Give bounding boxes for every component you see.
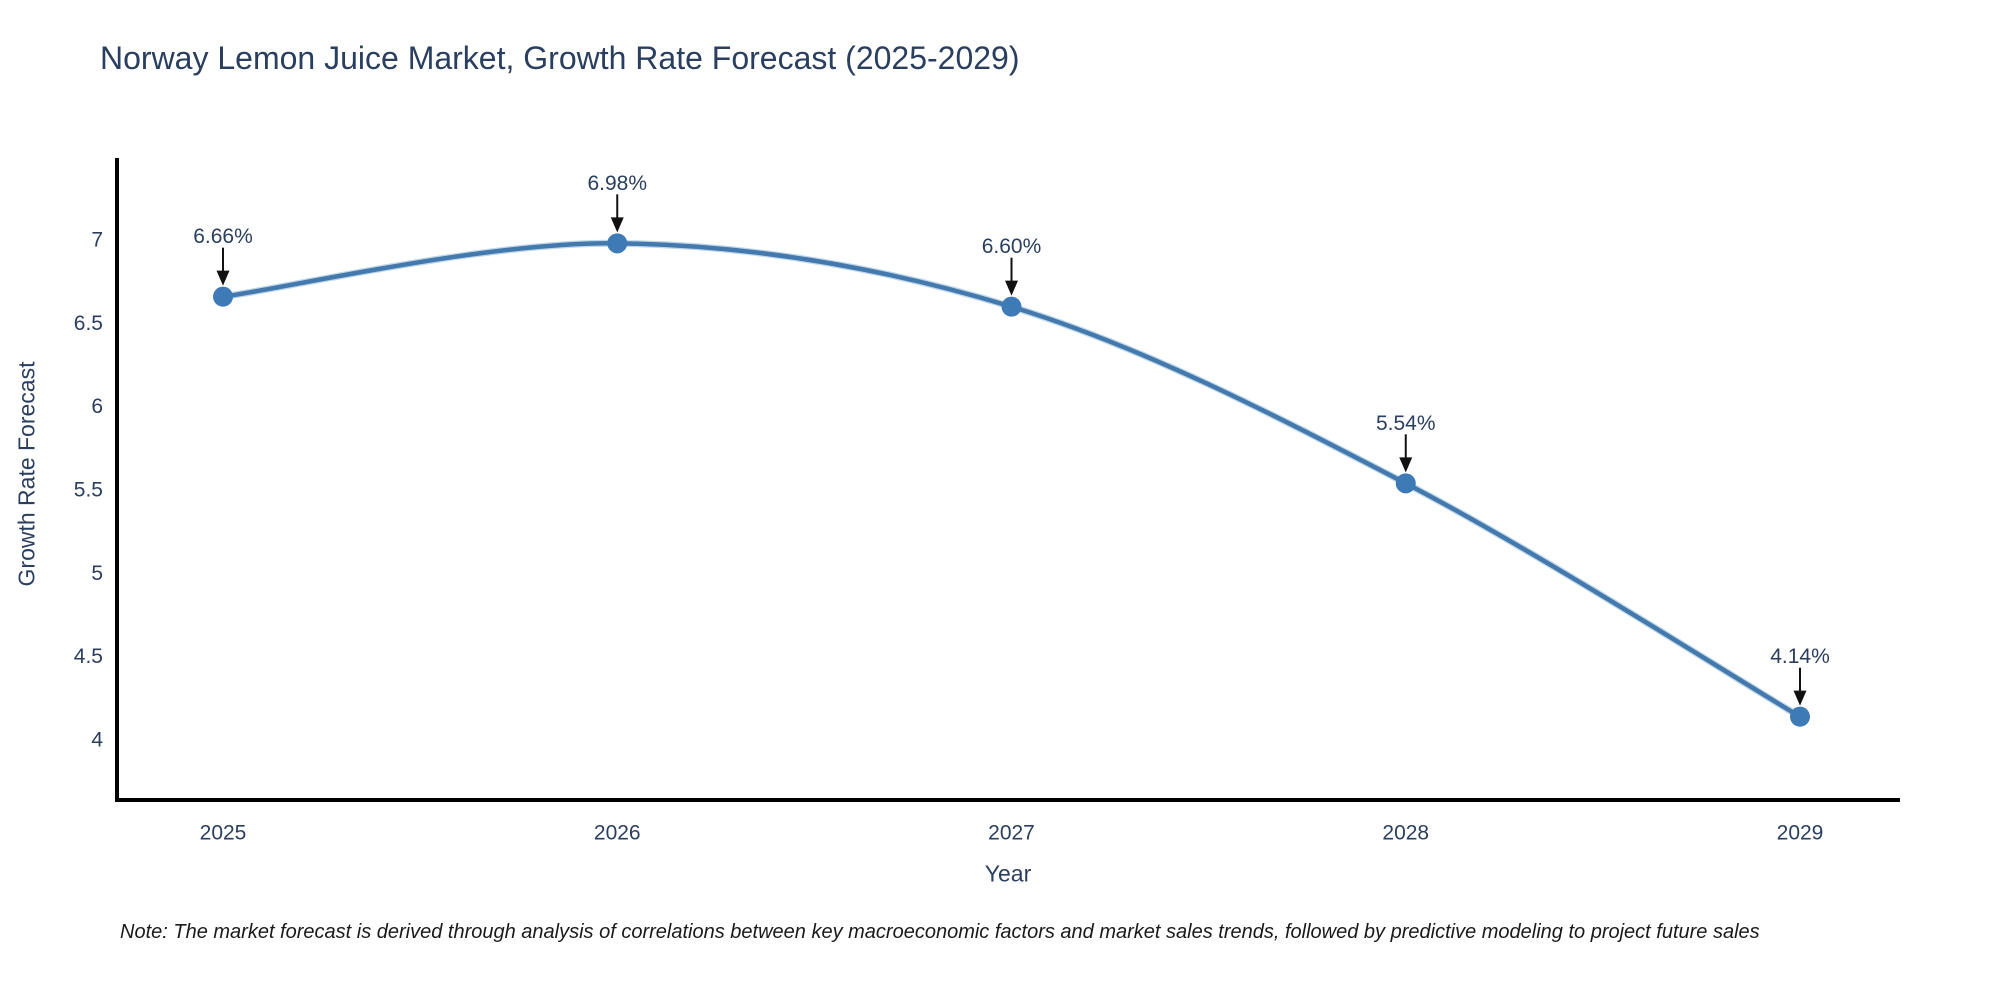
y-tick-label: 5	[91, 562, 103, 585]
x-tick-label: 2026	[594, 822, 641, 845]
x-tick-label: 2028	[1382, 822, 1429, 845]
annotation-arrow-head	[216, 270, 230, 286]
y-tick-label: 6.5	[74, 312, 103, 335]
annotation-arrow-head	[1793, 690, 1807, 706]
data-point[interactable]	[1001, 296, 1022, 317]
annotation-arrow-head	[1399, 457, 1413, 473]
x-tick-label: 2029	[1777, 822, 1824, 845]
annotation-arrow-head	[610, 217, 624, 233]
point-annotation: 5.54%	[1376, 412, 1436, 435]
y-tick-label: 5.5	[74, 479, 103, 502]
chart-title: Norway Lemon Juice Market, Growth Rate F…	[100, 40, 1020, 76]
annotation-arrow-head	[1005, 280, 1018, 296]
point-annotation: 6.98%	[587, 172, 647, 195]
data-point[interactable]	[213, 286, 233, 307]
x-tick-label: 2025	[200, 822, 247, 845]
data-point[interactable]	[1790, 706, 1810, 727]
data-point[interactable]	[1395, 473, 1416, 494]
y-tick-label: 7	[91, 229, 103, 252]
data-point[interactable]	[607, 233, 628, 254]
point-annotation: 6.60%	[982, 235, 1042, 258]
footnote: Note: The market forecast is derived thr…	[120, 921, 1760, 943]
y-tick-label: 4.5	[74, 645, 103, 668]
point-annotation: 6.66%	[193, 225, 253, 248]
x-tick-label: 2027	[988, 822, 1035, 845]
point-annotation: 4.14%	[1770, 645, 1830, 668]
y-tick-label: 6	[91, 395, 103, 418]
y-tick-label: 4	[91, 729, 103, 752]
axis-lines	[115, 158, 1900, 802]
x-axis-title: Year	[984, 860, 1032, 887]
